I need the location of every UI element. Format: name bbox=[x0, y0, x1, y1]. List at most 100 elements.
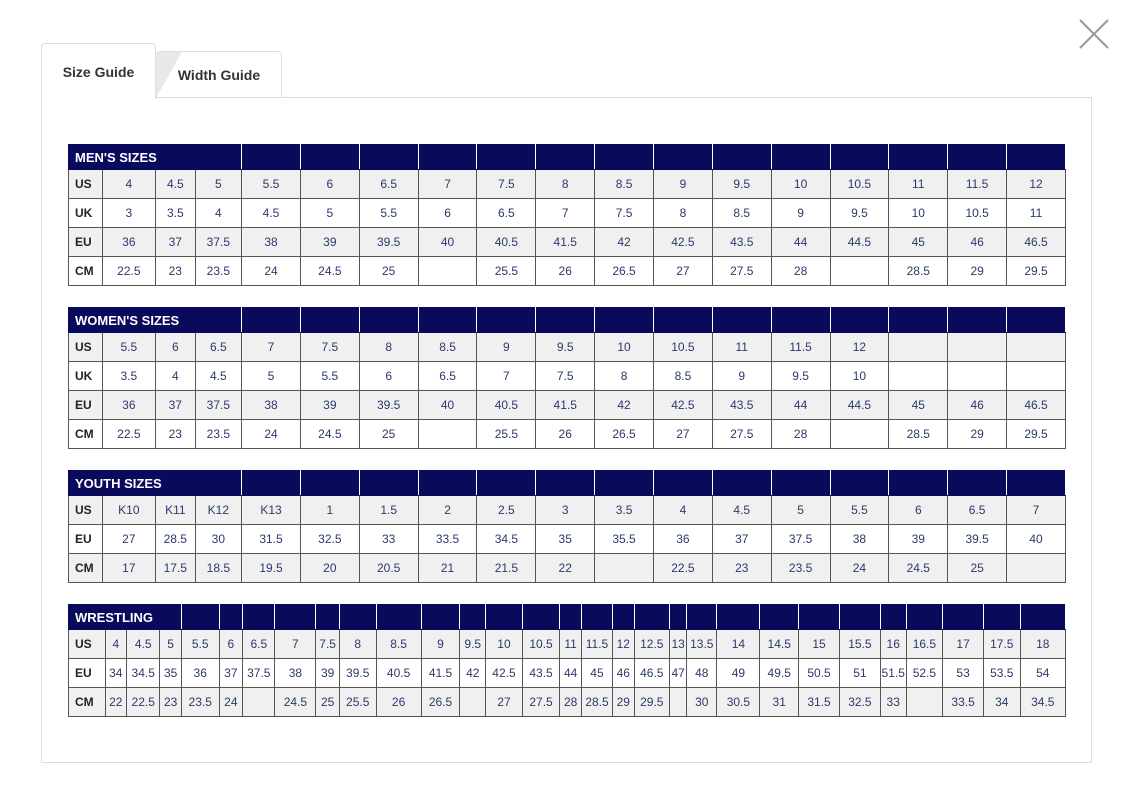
size-cell: 6 bbox=[358, 361, 419, 391]
size-cell: 46 bbox=[947, 390, 1008, 420]
size-cell: 10.5 bbox=[829, 169, 890, 199]
table-row: CM 22 22.5 23 23.5 24 24.5 25 25.5 26 26.5 27 27.5 28… bbox=[68, 687, 1067, 717]
header-cell bbox=[905, 604, 944, 630]
size-cell: 27.5 bbox=[711, 419, 772, 449]
size-cell: 23 bbox=[155, 419, 196, 449]
size-cell: 8.5 bbox=[594, 169, 654, 199]
size-cell: 53.5 bbox=[983, 658, 1021, 688]
close-button[interactable] bbox=[1078, 18, 1110, 50]
header-cell bbox=[669, 604, 688, 630]
size-cell: 34.5 bbox=[476, 524, 537, 554]
header-cell bbox=[770, 307, 831, 333]
size-cell: 29.5 bbox=[1006, 256, 1066, 286]
size-cell bbox=[1006, 332, 1066, 362]
size-cell: 7 bbox=[417, 169, 478, 199]
size-cell: 4.5 bbox=[241, 198, 301, 228]
size-cell: 6.5 bbox=[417, 361, 478, 391]
table-title: WOMEN'S SIZES bbox=[67, 307, 243, 333]
tab-size-guide[interactable]: Size Guide bbox=[41, 43, 156, 99]
header-cell bbox=[180, 604, 220, 630]
size-cell: 38 bbox=[241, 227, 301, 257]
size-cell: 51.5 bbox=[879, 658, 907, 688]
size-cell: 26.5 bbox=[420, 687, 461, 717]
size-cell: 7.5 bbox=[315, 629, 340, 659]
size-cell: 6 bbox=[299, 169, 360, 199]
table-title: WRESTLING bbox=[68, 604, 182, 630]
size-cell: 8 bbox=[535, 169, 596, 199]
table-row: CM 17 17.5 18.5 19.5 20 20.5 21 21.5 22 22.5 23 23.5… bbox=[68, 553, 1066, 583]
size-cell: 30.5 bbox=[716, 687, 761, 717]
size-cell: 6.5 bbox=[947, 495, 1008, 525]
size-cell: 21.5 bbox=[476, 553, 537, 583]
size-cell: 34.5 bbox=[1019, 687, 1067, 717]
size-cell: 22 bbox=[104, 687, 128, 717]
size-cell: 35.5 bbox=[594, 524, 654, 554]
row-label: UK bbox=[68, 198, 103, 228]
size-cell: 41.5 bbox=[420, 658, 461, 688]
header-cell bbox=[759, 604, 800, 630]
size-cell: 34 bbox=[983, 687, 1021, 717]
header-cell bbox=[594, 307, 654, 333]
size-cell: 10 bbox=[485, 629, 523, 659]
size-cell: 46 bbox=[612, 658, 635, 688]
size-cell: 25.5 bbox=[476, 419, 537, 449]
size-cell: 27 bbox=[485, 687, 523, 717]
size-cell: 3.5 bbox=[594, 495, 654, 525]
size-cell: 24 bbox=[241, 419, 301, 449]
size-cell: 13 bbox=[669, 629, 688, 659]
size-cell bbox=[947, 332, 1008, 362]
size-cell: 2 bbox=[417, 495, 478, 525]
size-cell: 45 bbox=[580, 658, 614, 688]
header-cell bbox=[711, 470, 772, 496]
wrestling-table: WRESTLING US 4 4.5 5 5.5 6 6.5 7 7.5 8 8.5 9 9.5 10 10.… bbox=[68, 604, 1067, 717]
size-cell bbox=[594, 553, 654, 583]
size-cell: 8 bbox=[338, 629, 377, 659]
size-cell: 11 bbox=[1006, 198, 1066, 228]
size-cell bbox=[669, 687, 688, 717]
size-cell: 6 bbox=[888, 495, 949, 525]
header-cell bbox=[358, 470, 419, 496]
size-cell: 19.5 bbox=[241, 553, 301, 583]
size-cell: 10 bbox=[770, 169, 831, 199]
header-cell bbox=[1006, 307, 1066, 333]
header-cell bbox=[838, 604, 881, 630]
size-cell: 8 bbox=[358, 332, 419, 362]
size-cell: 5 bbox=[241, 361, 301, 391]
size-cell: 9.5 bbox=[535, 332, 596, 362]
size-cell: 27.5 bbox=[711, 256, 772, 286]
size-cell: 25.5 bbox=[338, 687, 377, 717]
size-cell: 37 bbox=[711, 524, 772, 554]
size-cell: 7 bbox=[274, 629, 317, 659]
header-cell bbox=[770, 144, 831, 170]
size-cell bbox=[888, 332, 949, 362]
size-cell: 8.5 bbox=[417, 332, 478, 362]
size-cell: 4.5 bbox=[711, 495, 772, 525]
size-cell: 54 bbox=[1019, 658, 1067, 688]
size-cell: 5.5 bbox=[829, 495, 890, 525]
size-cell: 20.5 bbox=[358, 553, 419, 583]
size-cell: 4 bbox=[101, 169, 157, 199]
header-cell bbox=[888, 144, 949, 170]
header-cell bbox=[535, 307, 596, 333]
table-row: US 5.5 6 6.5 7 7.5 8 8.5 9 9.5 10 10.5 11 11.5 12 bbox=[68, 332, 1066, 362]
size-cell: 17.5 bbox=[983, 629, 1021, 659]
header-cell bbox=[633, 604, 671, 630]
size-cell: 23.5 bbox=[194, 256, 243, 286]
size-cell: 31.5 bbox=[798, 687, 840, 717]
size-cell: 6 bbox=[218, 629, 244, 659]
size-cell: 9.5 bbox=[829, 198, 890, 228]
size-cell: 24.5 bbox=[299, 256, 360, 286]
size-cell: 8.5 bbox=[652, 361, 713, 391]
size-cell: 12 bbox=[612, 629, 635, 659]
size-cell: 25 bbox=[358, 419, 419, 449]
size-cell: 37.5 bbox=[194, 390, 243, 420]
row-label: EU bbox=[68, 658, 106, 688]
header-cell bbox=[459, 604, 487, 630]
tab-width-guide[interactable]: Width Guide bbox=[156, 51, 282, 97]
header-cell bbox=[829, 307, 890, 333]
size-cell: 40.5 bbox=[476, 390, 537, 420]
size-cell: 12 bbox=[829, 332, 890, 362]
size-cell: 52.5 bbox=[905, 658, 944, 688]
size-cell: 7 bbox=[1006, 495, 1066, 525]
row-label: US bbox=[68, 169, 103, 199]
